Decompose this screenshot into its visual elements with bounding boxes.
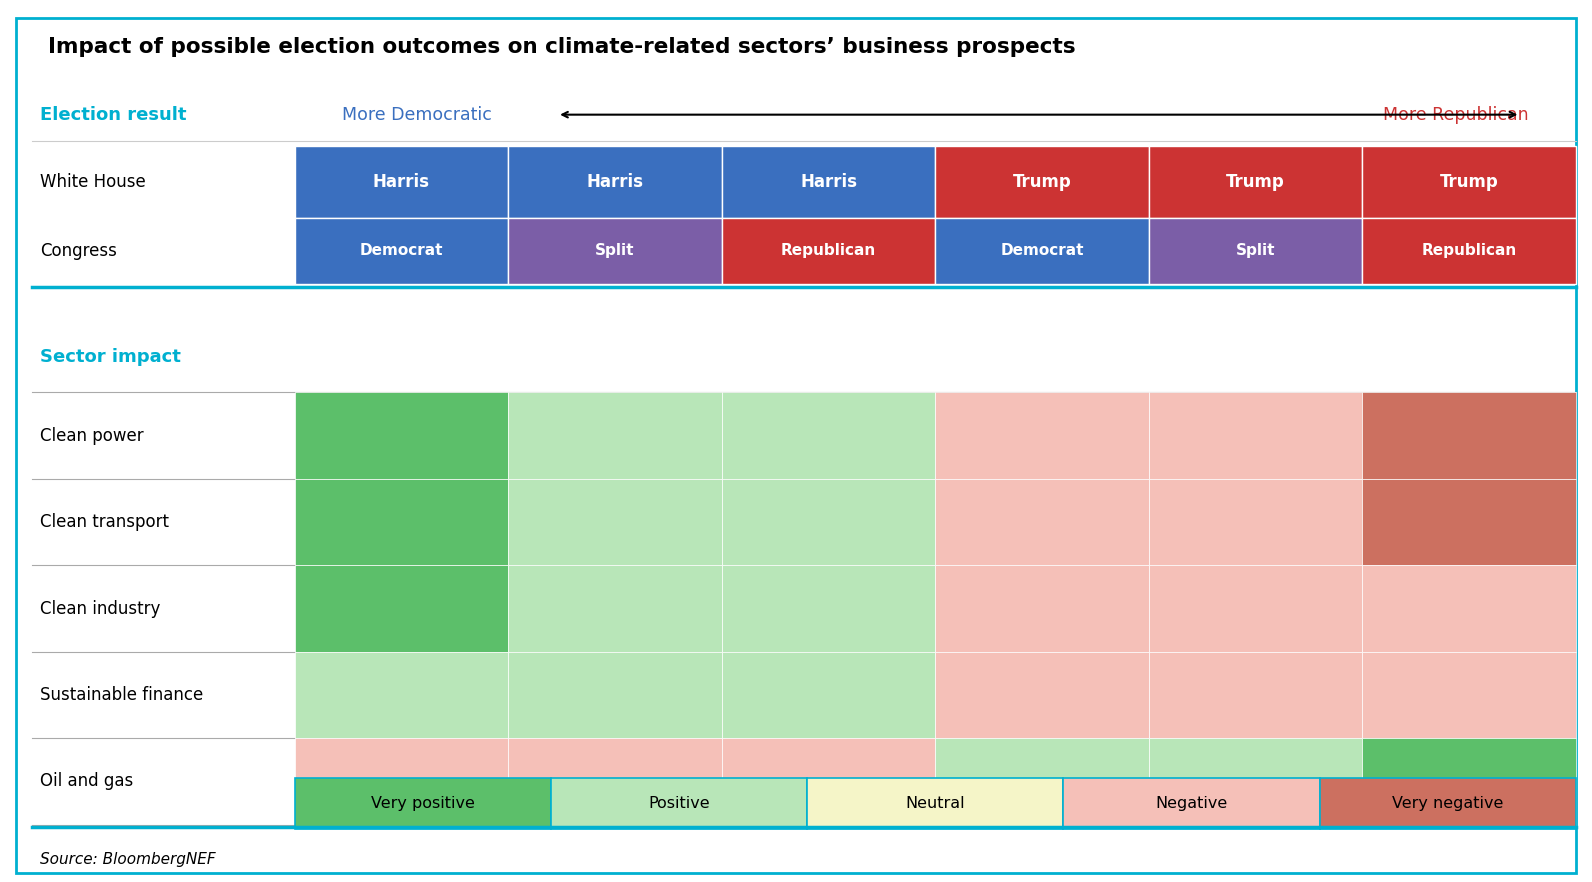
- Text: Clean transport: Clean transport: [40, 513, 169, 531]
- Text: Very positive: Very positive: [371, 796, 474, 811]
- Text: Democrat: Democrat: [1000, 243, 1084, 258]
- Text: Trump: Trump: [1439, 173, 1498, 191]
- Text: Congress: Congress: [40, 242, 116, 260]
- Text: More Republican: More Republican: [1383, 106, 1528, 123]
- Bar: [1363, 565, 1576, 652]
- Bar: [1149, 738, 1363, 825]
- Bar: [1363, 392, 1576, 479]
- Bar: [807, 778, 1063, 829]
- Text: White House: White House: [40, 173, 145, 191]
- Bar: [295, 218, 508, 284]
- Bar: [295, 392, 508, 479]
- Text: Very negative: Very negative: [1393, 796, 1503, 811]
- Text: Oil and gas: Oil and gas: [40, 773, 134, 790]
- Bar: [295, 565, 508, 652]
- Bar: [508, 218, 721, 284]
- Bar: [1363, 738, 1576, 825]
- Text: Harris: Harris: [586, 173, 643, 191]
- Bar: [295, 778, 551, 829]
- Bar: [508, 479, 721, 565]
- Bar: [1149, 479, 1363, 565]
- Text: Split: Split: [1235, 243, 1275, 258]
- Bar: [1063, 778, 1320, 829]
- Text: Impact of possible election outcomes on climate-related sectors’ business prospe: Impact of possible election outcomes on …: [48, 37, 1075, 57]
- Bar: [721, 652, 935, 738]
- Bar: [1363, 146, 1576, 218]
- FancyBboxPatch shape: [16, 18, 1576, 873]
- Bar: [721, 738, 935, 825]
- Bar: [721, 565, 935, 652]
- Text: Trump: Trump: [1013, 173, 1071, 191]
- Bar: [508, 392, 721, 479]
- Text: Positive: Positive: [648, 796, 710, 811]
- Text: Neutral: Neutral: [906, 796, 965, 811]
- Bar: [935, 738, 1149, 825]
- Bar: [508, 565, 721, 652]
- Bar: [295, 146, 508, 218]
- Text: Election result: Election result: [40, 106, 186, 123]
- Text: Democrat: Democrat: [360, 243, 443, 258]
- Bar: [1363, 652, 1576, 738]
- Text: Harris: Harris: [801, 173, 856, 191]
- Bar: [721, 218, 935, 284]
- Bar: [1149, 565, 1363, 652]
- Bar: [295, 479, 508, 565]
- Bar: [935, 652, 1149, 738]
- Text: Split: Split: [595, 243, 635, 258]
- Bar: [508, 652, 721, 738]
- Bar: [935, 565, 1149, 652]
- Bar: [551, 778, 807, 829]
- Text: More Democratic: More Democratic: [342, 106, 492, 123]
- Text: Republican: Republican: [1422, 243, 1517, 258]
- Bar: [721, 479, 935, 565]
- Bar: [1363, 479, 1576, 565]
- Bar: [1320, 778, 1576, 829]
- Bar: [1363, 218, 1576, 284]
- Bar: [935, 479, 1149, 565]
- Text: Clean power: Clean power: [40, 427, 143, 445]
- Text: Negative: Negative: [1156, 796, 1227, 811]
- Text: Sustainable finance: Sustainable finance: [40, 686, 204, 704]
- Text: Harris: Harris: [373, 173, 430, 191]
- Bar: [295, 738, 508, 825]
- Bar: [1149, 392, 1363, 479]
- Bar: [1149, 652, 1363, 738]
- Bar: [295, 652, 508, 738]
- Bar: [1149, 218, 1363, 284]
- Bar: [935, 146, 1149, 218]
- Text: Trump: Trump: [1226, 173, 1285, 191]
- Bar: [721, 146, 935, 218]
- Bar: [935, 392, 1149, 479]
- Bar: [508, 738, 721, 825]
- Text: Source: BloombergNEF: Source: BloombergNEF: [40, 852, 215, 868]
- Text: Sector impact: Sector impact: [40, 348, 180, 366]
- Text: Republican: Republican: [782, 243, 876, 258]
- Bar: [508, 146, 721, 218]
- Bar: [721, 392, 935, 479]
- Text: Clean industry: Clean industry: [40, 600, 161, 617]
- Bar: [1149, 146, 1363, 218]
- Bar: [935, 218, 1149, 284]
